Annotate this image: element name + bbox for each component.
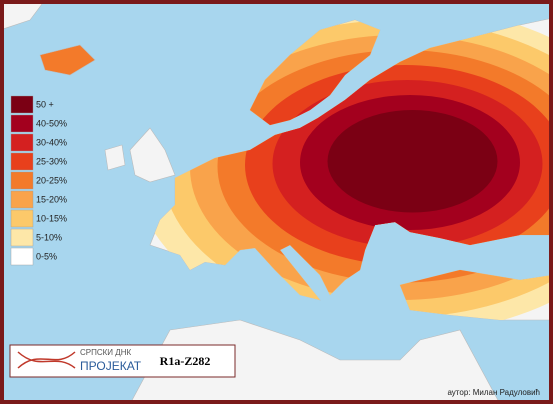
legend-label: 20-25% <box>36 175 67 185</box>
dna-icon <box>17 351 76 369</box>
legend-swatch <box>10 228 34 247</box>
legend-label: 0-5% <box>36 251 57 261</box>
legend-swatch <box>10 171 34 190</box>
legend-label: 30-40% <box>36 137 67 147</box>
zone <box>327 110 498 213</box>
legend-swatch <box>10 209 34 228</box>
legend-swatch <box>10 152 34 171</box>
legend-label: 50 + <box>36 99 54 109</box>
legend: 50 + 40-50% 30-40% 25-30% 20-25% 15-20% 10-15%… <box>8 94 72 268</box>
legend-label: 15-20% <box>36 194 67 204</box>
author: аутор: Милан Радуловић <box>447 388 540 397</box>
logo-line1: СРПСКИ ДНК <box>80 348 131 357</box>
legend-swatch <box>10 114 34 133</box>
title: R1a-Z282 <box>160 354 211 368</box>
legend-label: 5-10% <box>36 232 62 242</box>
legend-label: 10-15% <box>36 213 67 223</box>
logo-line2: ПРОЈЕКАТ <box>80 359 142 373</box>
legend-swatch <box>10 247 34 266</box>
legend-swatch <box>10 133 34 152</box>
legend-swatch <box>10 190 34 209</box>
legend-label: 25-30% <box>36 156 67 166</box>
legend-swatch <box>10 95 34 114</box>
legend-label: 40-50% <box>36 118 67 128</box>
